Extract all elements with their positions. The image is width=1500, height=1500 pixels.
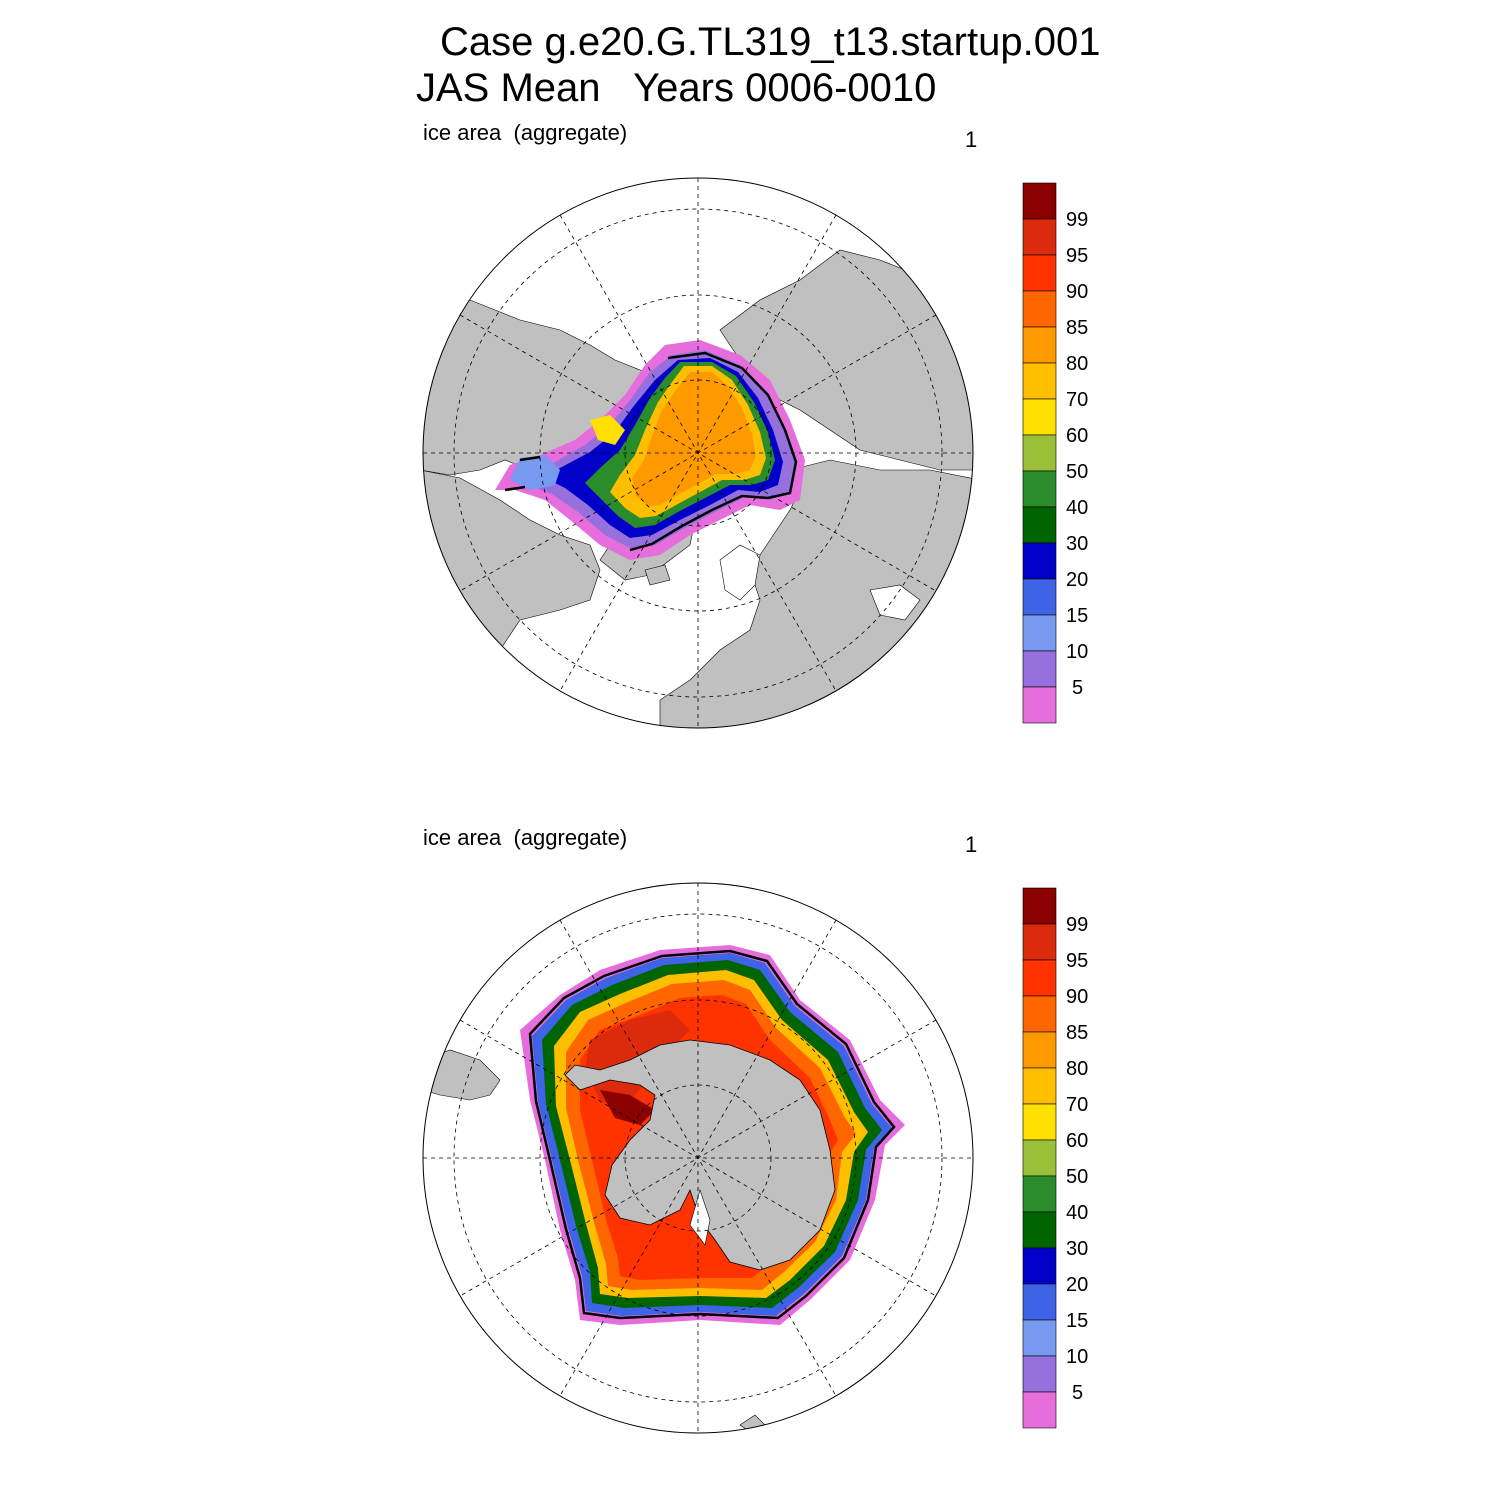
- north-colorbar-label: 50: [1066, 461, 1088, 483]
- south-colorbar-box: [1022, 959, 1057, 997]
- south-colorbar-box: [1022, 887, 1057, 925]
- south-colorbar-box: [1022, 1175, 1057, 1213]
- north-colorbar-box: [1022, 362, 1057, 400]
- south-colorbar: 99 95 90 85 80 70 60 50 40 30 20 15 10 5: [1022, 887, 1088, 1429]
- south-colorbar-label: 5: [1072, 1382, 1083, 1404]
- south-colorbar-label: 30: [1066, 1238, 1088, 1260]
- north-colorbar-label: 90: [1066, 281, 1088, 303]
- north-colorbar-box: [1022, 614, 1057, 652]
- north-sea-ice: [495, 340, 805, 560]
- south-colorbar-label: 50: [1066, 1166, 1088, 1188]
- north-colorbar-label: 70: [1066, 389, 1088, 411]
- south-colorbar-box: [1022, 1139, 1057, 1177]
- south-colorbar-box: [1022, 1391, 1057, 1429]
- north-colorbar-box: [1022, 218, 1057, 256]
- north-colorbar-label: 95: [1066, 245, 1088, 267]
- south-colorbar-box: [1022, 1319, 1057, 1357]
- north-colorbar-box: [1022, 182, 1057, 220]
- south-colorbar-label: 70: [1066, 1094, 1088, 1116]
- south-colorbar-box: [1022, 1283, 1057, 1321]
- north-colorbar-box: [1022, 434, 1057, 472]
- north-colorbar-label: 99: [1066, 209, 1088, 231]
- north-colorbar-box: [1022, 650, 1057, 688]
- north-polar-map: [422, 177, 974, 729]
- north-graticule: [423, 178, 973, 728]
- south-colorbar-label: 85: [1066, 1022, 1088, 1044]
- south-colorbar-label: 99: [1066, 914, 1088, 936]
- north-colorbar-box: [1022, 398, 1057, 436]
- figure-title-line2: JAS Mean Years 0006-0010: [416, 66, 937, 110]
- north-colorbar-box: [1022, 326, 1057, 364]
- south-graticule: [423, 883, 973, 1433]
- figure-title-line1: Case g.e20.G.TL319_t13.startup.001: [440, 20, 1101, 64]
- south-colorbar-label: 80: [1066, 1058, 1088, 1080]
- south-colorbar-label: 40: [1066, 1202, 1088, 1224]
- south-colorbar-box: [1022, 1067, 1057, 1105]
- north-colorbar-label: 80: [1066, 353, 1088, 375]
- south-colorbar-box: [1022, 1211, 1057, 1249]
- north-colorbar-label: 60: [1066, 425, 1088, 447]
- south-colorbar-box: [1022, 1247, 1057, 1285]
- north-colorbar-box: [1022, 578, 1057, 616]
- north-panel-left-label: ice area (aggregate): [423, 120, 628, 145]
- south-colorbar-box: [1022, 1355, 1057, 1393]
- north-colorbar-label: 5: [1072, 677, 1083, 699]
- north-panel-right-label: 1: [965, 127, 978, 152]
- north-map-border: [422, 177, 974, 729]
- south-colorbar-label: 20: [1066, 1274, 1088, 1296]
- south-sea-ice: [520, 945, 905, 1325]
- south-panel-right-label: 1: [965, 832, 978, 857]
- north-colorbar-box: [1022, 506, 1057, 544]
- north-colorbar-box: [1022, 542, 1057, 580]
- south-polar-map: [422, 882, 974, 1434]
- south-colorbar-label: 15: [1066, 1310, 1088, 1332]
- south-colorbar-label: 60: [1066, 1130, 1088, 1152]
- north-colorbar-box: [1022, 254, 1057, 292]
- south-map-border: [422, 882, 974, 1434]
- south-colorbar-box: [1022, 923, 1057, 961]
- north-colorbar-label: 30: [1066, 533, 1088, 555]
- south-colorbar-label: 90: [1066, 986, 1088, 1008]
- north-ice-edge-contour: [504, 351, 798, 552]
- south-colorbar-box: [1022, 995, 1057, 1033]
- north-colorbar: 99 95 90 85 80 70 60 50 40 30 20 15 10 5: [1022, 182, 1088, 724]
- south-colorbar-label: 10: [1066, 1346, 1088, 1368]
- north-colorbar-label: 40: [1066, 497, 1088, 519]
- south-panel-left-label: ice area (aggregate): [423, 825, 628, 850]
- south-colorbar-box: [1022, 1103, 1057, 1141]
- north-colorbar-label: 20: [1066, 569, 1088, 591]
- north-colorbar-label: 10: [1066, 641, 1088, 663]
- north-colorbar-label: 15: [1066, 605, 1088, 627]
- north-colorbar-label: 85: [1066, 317, 1088, 339]
- north-colorbar-box: [1022, 470, 1057, 508]
- north-colorbar-box: [1022, 290, 1057, 328]
- north-colorbar-box: [1022, 686, 1057, 724]
- south-colorbar-box: [1022, 1031, 1057, 1069]
- south-ice-edge-contour: [528, 949, 896, 1320]
- south-colorbar-label: 95: [1066, 950, 1088, 972]
